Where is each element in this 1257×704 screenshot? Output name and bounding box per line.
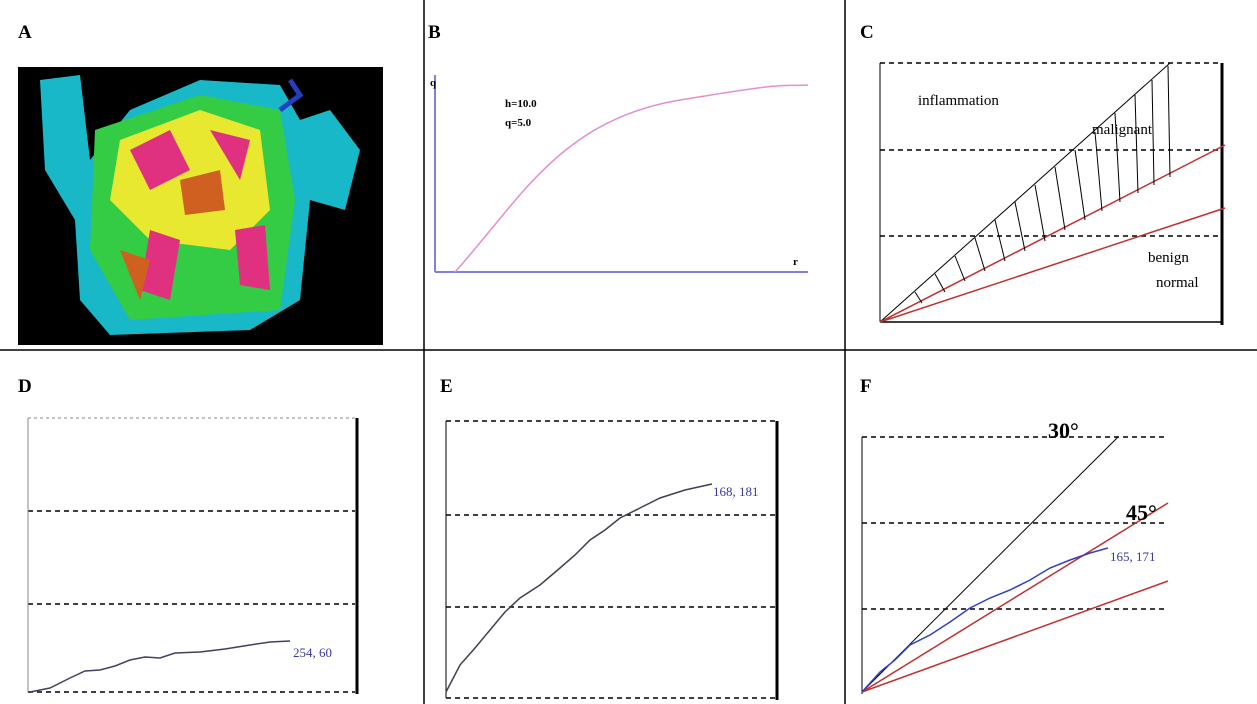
panel-c-plot xyxy=(879,62,1226,325)
panel-f-plot xyxy=(861,436,1169,694)
panel-label: F xyxy=(860,376,872,397)
point-label: 254, 60 xyxy=(293,645,332,660)
region-label: benign xyxy=(1148,250,1189,266)
panel-label: A xyxy=(18,22,32,43)
panel-e-plot xyxy=(445,420,779,700)
angle-label: 45° xyxy=(1126,500,1157,525)
panel-label: D xyxy=(18,376,32,397)
point-label: 165, 171 xyxy=(1110,549,1156,564)
thermal-image xyxy=(18,67,383,345)
region-label: normal xyxy=(1156,275,1199,291)
panel-label: C xyxy=(860,22,874,43)
panel-label: B xyxy=(428,22,441,43)
param: q=5.0 xyxy=(505,117,532,129)
region-label: inflammation xyxy=(918,93,999,109)
panel-label: E xyxy=(440,376,453,397)
point-label: 168, 181 xyxy=(713,484,759,499)
angle-label: 30° xyxy=(1048,418,1079,443)
region-label: malignant xyxy=(1092,122,1153,138)
param: h=10.0 xyxy=(505,98,537,110)
axis-label: r xyxy=(793,256,798,268)
axis-label: q xyxy=(430,77,437,89)
panel-d-plot xyxy=(27,417,359,694)
panel-b-plot xyxy=(434,75,809,273)
